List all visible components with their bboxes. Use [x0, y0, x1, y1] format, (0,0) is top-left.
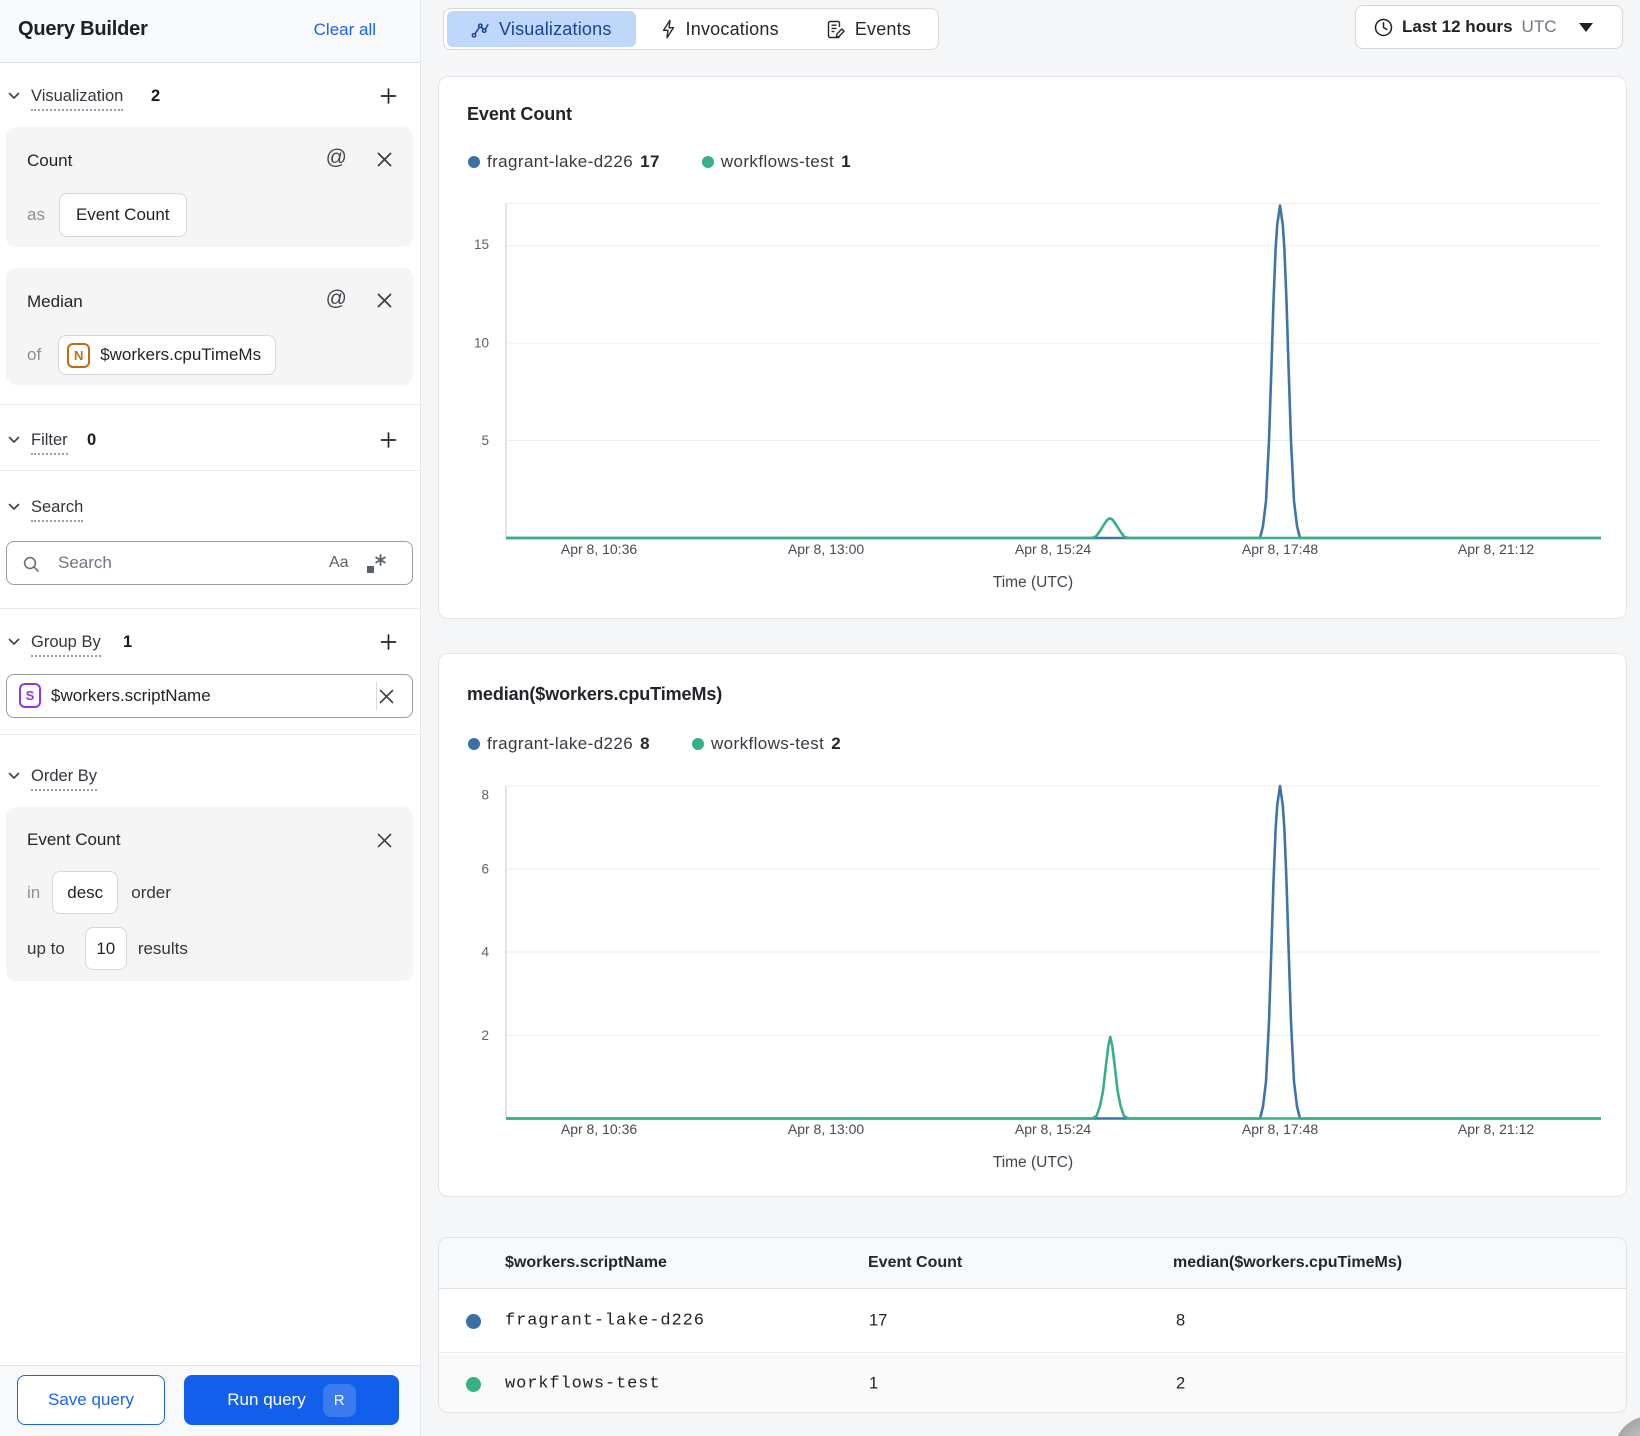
svg-text:Apr 8, 17:48: Apr 8, 17:48	[1242, 1121, 1318, 1137]
svg-text:Apr 8, 17:48: Apr 8, 17:48	[1242, 541, 1318, 557]
svg-text:2: 2	[481, 1028, 489, 1043]
svg-text:Apr 8, 13:00: Apr 8, 13:00	[788, 1121, 864, 1137]
svg-text:Time (UTC): Time (UTC)	[993, 574, 1073, 591]
svg-text:6: 6	[481, 862, 489, 877]
svg-text:5: 5	[481, 433, 489, 448]
svg-text:Time (UTC): Time (UTC)	[993, 1154, 1073, 1171]
svg-text:10: 10	[474, 336, 489, 351]
svg-text:Apr 8, 15:24: Apr 8, 15:24	[1015, 1121, 1091, 1137]
svg-text:Apr 8, 13:00: Apr 8, 13:00	[788, 541, 864, 557]
svg-text:15: 15	[474, 237, 489, 252]
svg-text:Apr 8, 21:12: Apr 8, 21:12	[1458, 1121, 1534, 1137]
svg-text:Apr 8, 10:36: Apr 8, 10:36	[561, 1121, 637, 1137]
svg-text:Apr 8, 10:36: Apr 8, 10:36	[561, 541, 637, 557]
svg-text:Apr 8, 21:12: Apr 8, 21:12	[1458, 541, 1534, 557]
svg-text:8: 8	[481, 788, 489, 803]
svg-text:Apr 8, 15:24: Apr 8, 15:24	[1015, 541, 1091, 557]
svg-text:4: 4	[481, 945, 489, 960]
